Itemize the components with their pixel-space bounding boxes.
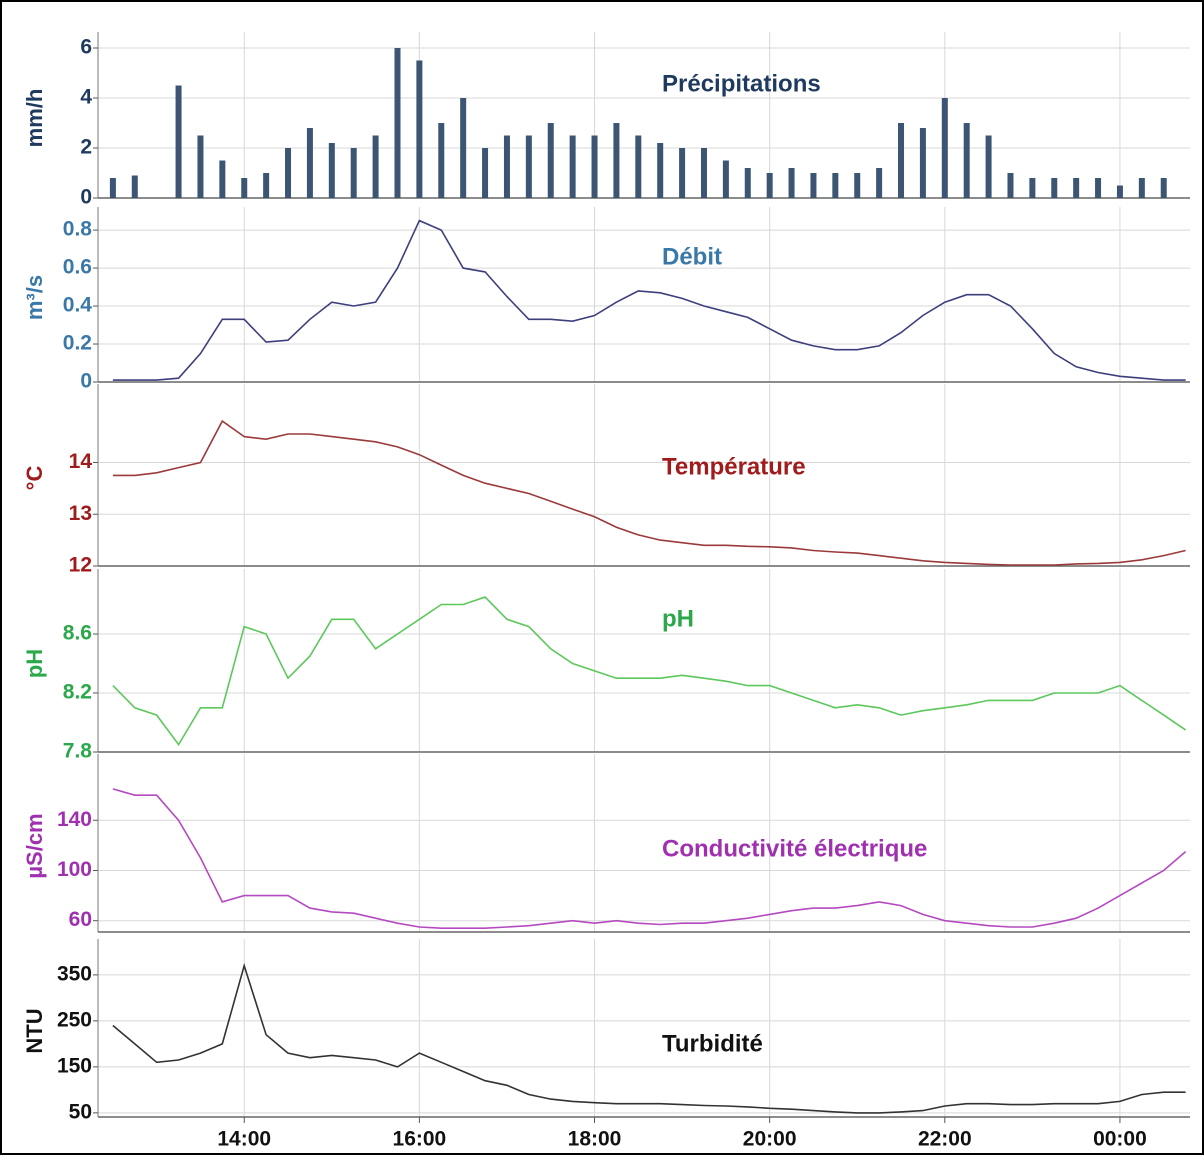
bar — [591, 135, 598, 198]
panel-title: Débit — [662, 243, 722, 270]
bar — [263, 173, 270, 198]
y-tick-label: 150 — [57, 1054, 92, 1077]
bar — [372, 135, 379, 198]
bar — [963, 123, 970, 198]
y-tick-label: 8.2 — [63, 681, 92, 704]
bar — [1073, 178, 1080, 198]
bar — [1160, 178, 1167, 198]
bar — [919, 128, 926, 198]
bar — [1138, 178, 1145, 198]
line — [112, 419, 1186, 566]
bar — [416, 60, 423, 198]
bar — [394, 48, 401, 198]
y-tick-label: 0 — [80, 186, 92, 209]
y-tick-label: 6 — [80, 36, 92, 59]
y-tick-label: 12 — [69, 554, 92, 577]
y-tick-label: 14 — [69, 450, 93, 473]
bar — [810, 173, 817, 198]
bar — [635, 135, 642, 198]
bar — [438, 123, 445, 198]
bar — [700, 148, 707, 198]
x-tick-label: 14:00 — [217, 1128, 271, 1151]
y-tick-label: 7.8 — [63, 740, 93, 763]
y-tick-label: 13 — [69, 502, 92, 525]
bar — [1051, 178, 1058, 198]
y-tick-label: 140 — [57, 808, 92, 831]
bar — [876, 168, 883, 198]
bar — [219, 160, 226, 198]
bar — [306, 128, 313, 198]
y-tick-label: 100 — [57, 858, 92, 881]
bar — [350, 148, 357, 198]
y-tick-label: 8.6 — [63, 622, 92, 645]
x-tick-label: 16:00 — [393, 1128, 447, 1151]
x-tick-label: 20:00 — [743, 1128, 797, 1151]
line — [112, 962, 1186, 1114]
bar — [657, 143, 664, 198]
bar — [131, 175, 138, 198]
bar — [1029, 178, 1036, 198]
x-tick-label: 18:00 — [568, 1128, 622, 1151]
bar — [328, 143, 335, 198]
bar — [832, 173, 839, 198]
bar — [547, 123, 554, 198]
panel-title: Conductivité électrique — [662, 835, 927, 862]
bar — [109, 178, 116, 198]
panel-title: pH — [662, 605, 694, 632]
x-tick-label: 22:00 — [918, 1128, 972, 1151]
bar — [941, 98, 948, 198]
bar — [175, 85, 182, 198]
panel-title: Précipitations — [662, 70, 821, 97]
bar — [197, 135, 204, 198]
bar — [744, 168, 751, 198]
y-axis-label: m³/s — [22, 275, 47, 320]
line — [112, 596, 1187, 747]
bar — [679, 148, 686, 198]
y-axis-label: pH — [22, 649, 47, 678]
bar — [788, 168, 795, 198]
bar — [722, 160, 729, 198]
bar — [1007, 173, 1014, 198]
panel-title: Température — [662, 453, 806, 480]
y-tick-label: 0 — [80, 370, 92, 393]
bar — [766, 173, 773, 198]
y-tick-label: 0.6 — [63, 256, 92, 279]
y-axis-label: mm/h — [22, 89, 47, 148]
y-tick-label: 2 — [80, 136, 92, 159]
panel-title: Turbidité — [662, 1030, 763, 1057]
y-tick-label: 250 — [57, 1008, 92, 1031]
y-tick-label: 0.8 — [63, 218, 93, 241]
bar — [854, 173, 861, 198]
bar — [482, 148, 489, 198]
line — [112, 788, 1187, 929]
x-tick-label: 00:00 — [1093, 1128, 1147, 1151]
y-axis-label: °C — [22, 466, 47, 491]
y-tick-label: 350 — [57, 962, 92, 985]
y-tick-label: 50 — [69, 1100, 92, 1123]
bar — [613, 123, 620, 198]
bar — [241, 178, 248, 198]
bar — [503, 135, 510, 198]
y-axis-label: µS/cm — [22, 813, 47, 878]
bar — [460, 98, 467, 198]
bar — [1095, 178, 1102, 198]
y-tick-label: 0.4 — [63, 294, 93, 317]
y-tick-label: 4 — [80, 86, 92, 109]
y-tick-label: 0.2 — [63, 332, 92, 355]
bar — [525, 135, 532, 198]
y-axis-label: NTU — [22, 1008, 47, 1053]
bar — [985, 135, 992, 198]
bar — [285, 148, 292, 198]
y-tick-label: 60 — [69, 908, 92, 931]
line — [112, 219, 1186, 381]
bar — [898, 123, 905, 198]
bar — [1116, 185, 1123, 198]
bar — [569, 135, 576, 198]
